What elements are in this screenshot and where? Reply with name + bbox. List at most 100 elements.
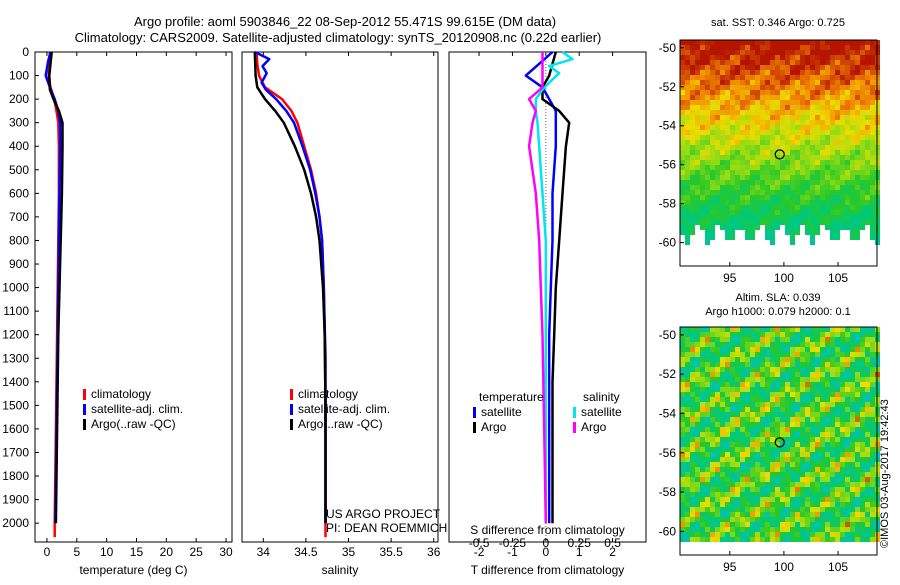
map-sst-cell — [735, 215, 740, 220]
map-sst-cell — [830, 80, 835, 85]
map-sst-cell — [730, 95, 735, 100]
map-sla-cell — [810, 337, 815, 342]
map-sla-cell — [750, 467, 755, 472]
map-sla-cell — [750, 522, 755, 527]
map-sla-cell — [850, 377, 855, 382]
map-sst-cell — [835, 90, 840, 95]
map-sla-cell — [685, 517, 690, 522]
map-sla-cell — [785, 372, 790, 377]
map-sla-cell — [750, 402, 755, 407]
map-sla-cell — [850, 497, 855, 502]
map-sla-cell — [705, 537, 710, 542]
map-sla-cell — [775, 392, 780, 397]
map-sla-cell — [735, 422, 740, 427]
map-sst-ytick-label: -52 — [659, 80, 677, 94]
map-sst-cell — [705, 175, 710, 180]
map-sla-cell — [750, 437, 755, 442]
map-sst-cell — [775, 195, 780, 200]
map-sla-cell — [785, 452, 790, 457]
map-sla-cell — [840, 372, 845, 377]
map-sla-cell — [830, 462, 835, 467]
map-sst-cell — [860, 70, 865, 75]
map-sla-cell — [815, 357, 820, 362]
map-sla-cell — [720, 487, 725, 492]
map-sst-cell — [785, 70, 790, 75]
map-sla-cell — [780, 507, 785, 512]
map-sla-cell — [690, 442, 695, 447]
map-sla-cell — [860, 357, 865, 362]
temperature-xtick-label: 30 — [219, 545, 233, 559]
map-sst-cell — [710, 130, 715, 135]
map-sla-cell — [745, 447, 750, 452]
map-sst-cell — [870, 95, 875, 100]
map-sst-cell — [850, 210, 855, 215]
temperature-ytick-label: 100 — [9, 69, 29, 83]
map-sla-cell — [755, 337, 760, 342]
map-sla-cell — [825, 447, 830, 452]
map-sla-cell — [855, 367, 860, 372]
map-sst-cell — [800, 105, 805, 110]
map-sla-cell — [720, 512, 725, 517]
map-sst-cell — [870, 120, 875, 125]
map-sla-cell — [795, 462, 800, 467]
map-sla-cell — [815, 337, 820, 342]
map-sst-cell — [695, 85, 700, 90]
map-sla-cell — [680, 382, 685, 387]
map-sst-cell — [835, 150, 840, 155]
map-sla-cell — [750, 407, 755, 412]
map-sst-cell — [865, 165, 870, 170]
map-sst-cell — [860, 50, 865, 55]
map-sla-cell — [690, 412, 695, 417]
map-sla-cell — [730, 532, 735, 537]
map-sla-cell — [860, 452, 865, 457]
map-sst-cell — [730, 50, 735, 55]
difference-top-label: S difference from climatology — [470, 523, 625, 537]
map-sla-cell — [735, 382, 740, 387]
map-sst-cell — [805, 60, 810, 65]
map-sst-cell — [710, 180, 715, 185]
map-sst-cell — [835, 115, 840, 120]
map-sla-cell — [690, 507, 695, 512]
map-sla-cell — [755, 532, 760, 537]
map-sst-cell — [680, 115, 685, 120]
map-sst-cell — [710, 220, 715, 225]
map-sst-cell — [870, 140, 875, 145]
map-sst-cell — [795, 125, 800, 130]
map-sla-cell — [860, 442, 865, 447]
map-sst-cell — [755, 175, 760, 180]
map-sst-cell — [855, 180, 860, 185]
map-sst-cell — [765, 95, 770, 100]
map-sla-cell — [845, 382, 850, 387]
map-sla-cell — [855, 327, 860, 332]
map-sla-cell — [715, 362, 720, 367]
map-sla-cell — [740, 472, 745, 477]
map-sla-cell — [860, 457, 865, 462]
map-sla-cell — [735, 362, 740, 367]
map-sla-cell — [790, 347, 795, 352]
map-sst-ytick-label: -50 — [659, 41, 677, 55]
map-sst-cell — [710, 40, 715, 45]
map-sla-cell — [760, 537, 765, 542]
map-sst-cell — [735, 195, 740, 200]
map-sst-cell — [755, 220, 760, 225]
map-sst-cell — [775, 95, 780, 100]
map-sst-cell — [860, 60, 865, 65]
map-sla-cell — [860, 407, 865, 412]
map-sst-cell — [710, 200, 715, 205]
map-sla-cell — [710, 372, 715, 377]
map-sla-cell — [830, 332, 835, 337]
map-sst-cell — [840, 125, 845, 130]
map-sla-cell — [745, 522, 750, 527]
map-sla-cell — [715, 397, 720, 402]
map-sla-cell — [795, 507, 800, 512]
map-sla-cell — [705, 457, 710, 462]
map-sst-cell — [830, 140, 835, 145]
map-sst-cell — [870, 90, 875, 95]
map-sla-cell — [685, 502, 690, 507]
map-sst-cell — [710, 210, 715, 215]
difference-xlabel: T difference from climatology — [471, 563, 625, 577]
map-sla-cell — [830, 442, 835, 447]
map-sla-cell — [805, 477, 810, 482]
map-sst-cell — [725, 230, 730, 235]
map-sla-cell — [810, 362, 815, 367]
